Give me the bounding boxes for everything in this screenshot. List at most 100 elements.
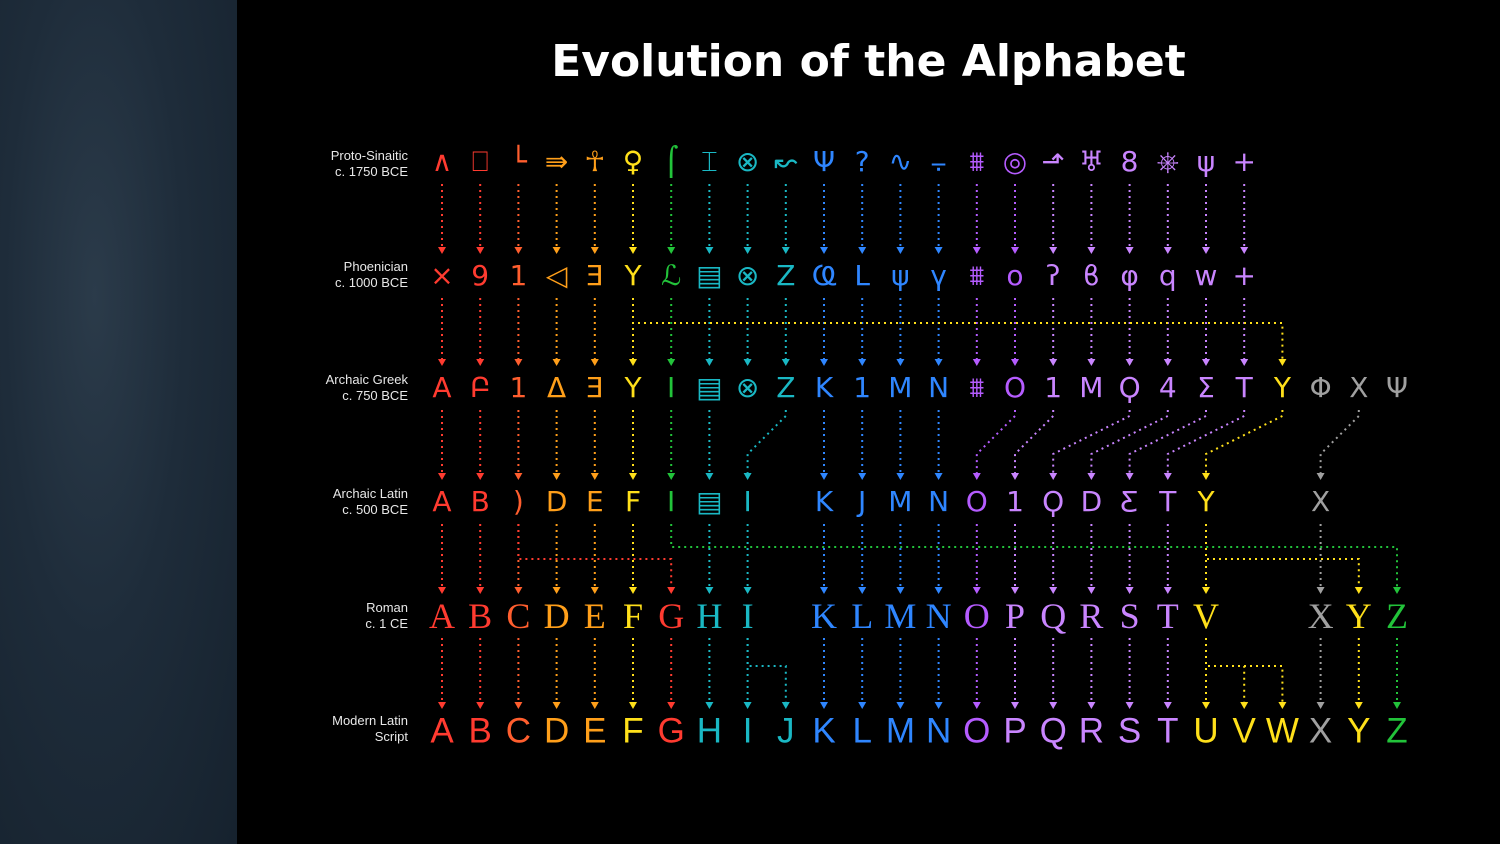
arrow-head: [972, 702, 981, 709]
phoenician-glyph: Ǝ: [585, 259, 604, 292]
connector-branch: [517, 524, 673, 592]
connector-diagonal: [1090, 410, 1169, 478]
row-label-phoenician: Phoenician c. 1000 BCE: [258, 259, 408, 291]
phoenician-glyph: ◁: [545, 259, 568, 292]
row-label-archaic-latin: Archaic Latin c. 500 BCE: [258, 486, 408, 518]
arrow-head: [438, 702, 446, 709]
page-title: Evolution of the Alphabet: [551, 36, 1186, 87]
arrow-head: [514, 359, 523, 366]
greek-glyph: ⊗: [735, 371, 760, 404]
arrow-head: [972, 473, 981, 480]
row-label-date: c. 1 CE: [365, 616, 408, 631]
arrow-head: [1163, 359, 1172, 366]
greek-glyph: 4: [1158, 371, 1177, 404]
greek-glyph: Φ: [1309, 371, 1332, 404]
row-label-date: c. 500 BCE: [342, 502, 408, 517]
proto-glyph: ☥: [584, 145, 606, 178]
arrow-head: [1049, 702, 1058, 709]
arrow-head: [1011, 359, 1019, 366]
proto-glyph: Ψ: [812, 145, 836, 178]
proto-glyph: +: [1232, 145, 1256, 178]
modern-glyph: S: [1117, 711, 1142, 751]
arrow-head: [705, 247, 714, 254]
row-label-archaic-greek: Archaic Greek c. 750 BCE: [258, 372, 408, 404]
arrow-head: [1049, 359, 1058, 366]
latin-glyph: T: [1159, 485, 1177, 518]
proto-glyph: ⎈: [1156, 145, 1179, 178]
arrow-head: [743, 359, 752, 366]
latin-glyph: D: [1080, 485, 1103, 518]
arrow-head: [1202, 587, 1210, 594]
arrow-head: [514, 587, 523, 594]
greek-glyph: 1: [853, 371, 872, 404]
arrow-head: [743, 473, 752, 480]
greek-glyph: ⩩: [969, 371, 985, 404]
arrow-head: [438, 359, 446, 366]
roman-glyph: E: [583, 596, 606, 636]
latin-glyph: X: [1311, 485, 1331, 518]
connector-diagonal: [1128, 410, 1207, 478]
greek-glyph: A: [432, 371, 452, 404]
modern-glyph: V: [1232, 711, 1256, 751]
phoenician-glyph: L: [854, 259, 870, 292]
roman-glyph: H: [696, 596, 723, 636]
arrow-head: [590, 587, 599, 594]
arrow-head: [1125, 702, 1134, 709]
arrow-head: [1163, 702, 1172, 709]
arrow-head: [438, 247, 446, 254]
arrow-head: [1011, 473, 1019, 480]
latin-glyph: M: [888, 485, 913, 518]
phoenician-glyph: ϐ: [1082, 259, 1100, 292]
greek-glyph: Y: [1273, 371, 1291, 404]
phoenician-glyph: +: [1232, 259, 1256, 292]
arrow-head: [1125, 473, 1134, 480]
modern-glyph: B: [468, 711, 492, 751]
latin-glyph: Ϙ: [1042, 485, 1065, 518]
latin-glyph: J: [858, 485, 867, 518]
arrow-head: [820, 587, 828, 594]
arrow-head: [552, 359, 561, 366]
arrow-head: [820, 473, 828, 480]
roman-glyph: O: [963, 596, 990, 636]
proto-glyph: ⇛: [544, 145, 569, 178]
roman-glyph: Q: [1040, 596, 1067, 636]
row-label-name: Proto-Sinaitic: [330, 148, 408, 163]
phoenician-glyph: Z: [776, 259, 796, 292]
roman-glyph: T: [1156, 596, 1179, 636]
row-label-roman: Roman c. 1 CE: [258, 600, 408, 632]
arrow-head: [934, 587, 943, 594]
arrow-head: [1087, 702, 1096, 709]
row-label-date: c. 1750 BCE: [335, 164, 408, 179]
arrow-head: [820, 359, 828, 366]
arrow-head: [552, 473, 561, 480]
connector-branch: [1205, 524, 1360, 592]
row-label-date: Script: [374, 729, 408, 744]
arrow-head: [1393, 702, 1401, 709]
connector-branch: [670, 524, 1398, 592]
arrow-head: [972, 247, 981, 254]
modern-glyph: O: [963, 711, 991, 751]
arrow-head: [934, 247, 943, 254]
arrow-head: [590, 473, 599, 480]
arrow-head: [514, 702, 523, 709]
modern-glyph: G: [657, 711, 685, 751]
phoenician-glyph: ү: [930, 259, 947, 292]
connector-branch: [746, 638, 787, 707]
phoenician-glyph: ℒ: [661, 259, 682, 292]
slide: Evolution of the Alphabet Proto-Sinaitic…: [237, 0, 1500, 844]
modern-glyph: J: [777, 711, 795, 751]
phoenician-glyph: q: [1158, 259, 1177, 292]
arrow-head: [896, 359, 905, 366]
arrow-head: [1316, 473, 1325, 480]
arrow-head: [438, 587, 446, 594]
arrow-head: [1316, 587, 1325, 594]
roman-glyph: V: [1193, 596, 1219, 636]
roman-glyph: Z: [1386, 596, 1408, 636]
arrow-head: [1125, 587, 1134, 594]
arrow-head: [552, 702, 561, 709]
arrow-head: [667, 359, 676, 366]
roman-glyph: K: [811, 596, 837, 636]
modern-glyph: X: [1308, 711, 1333, 751]
modern-glyph: A: [430, 711, 454, 751]
